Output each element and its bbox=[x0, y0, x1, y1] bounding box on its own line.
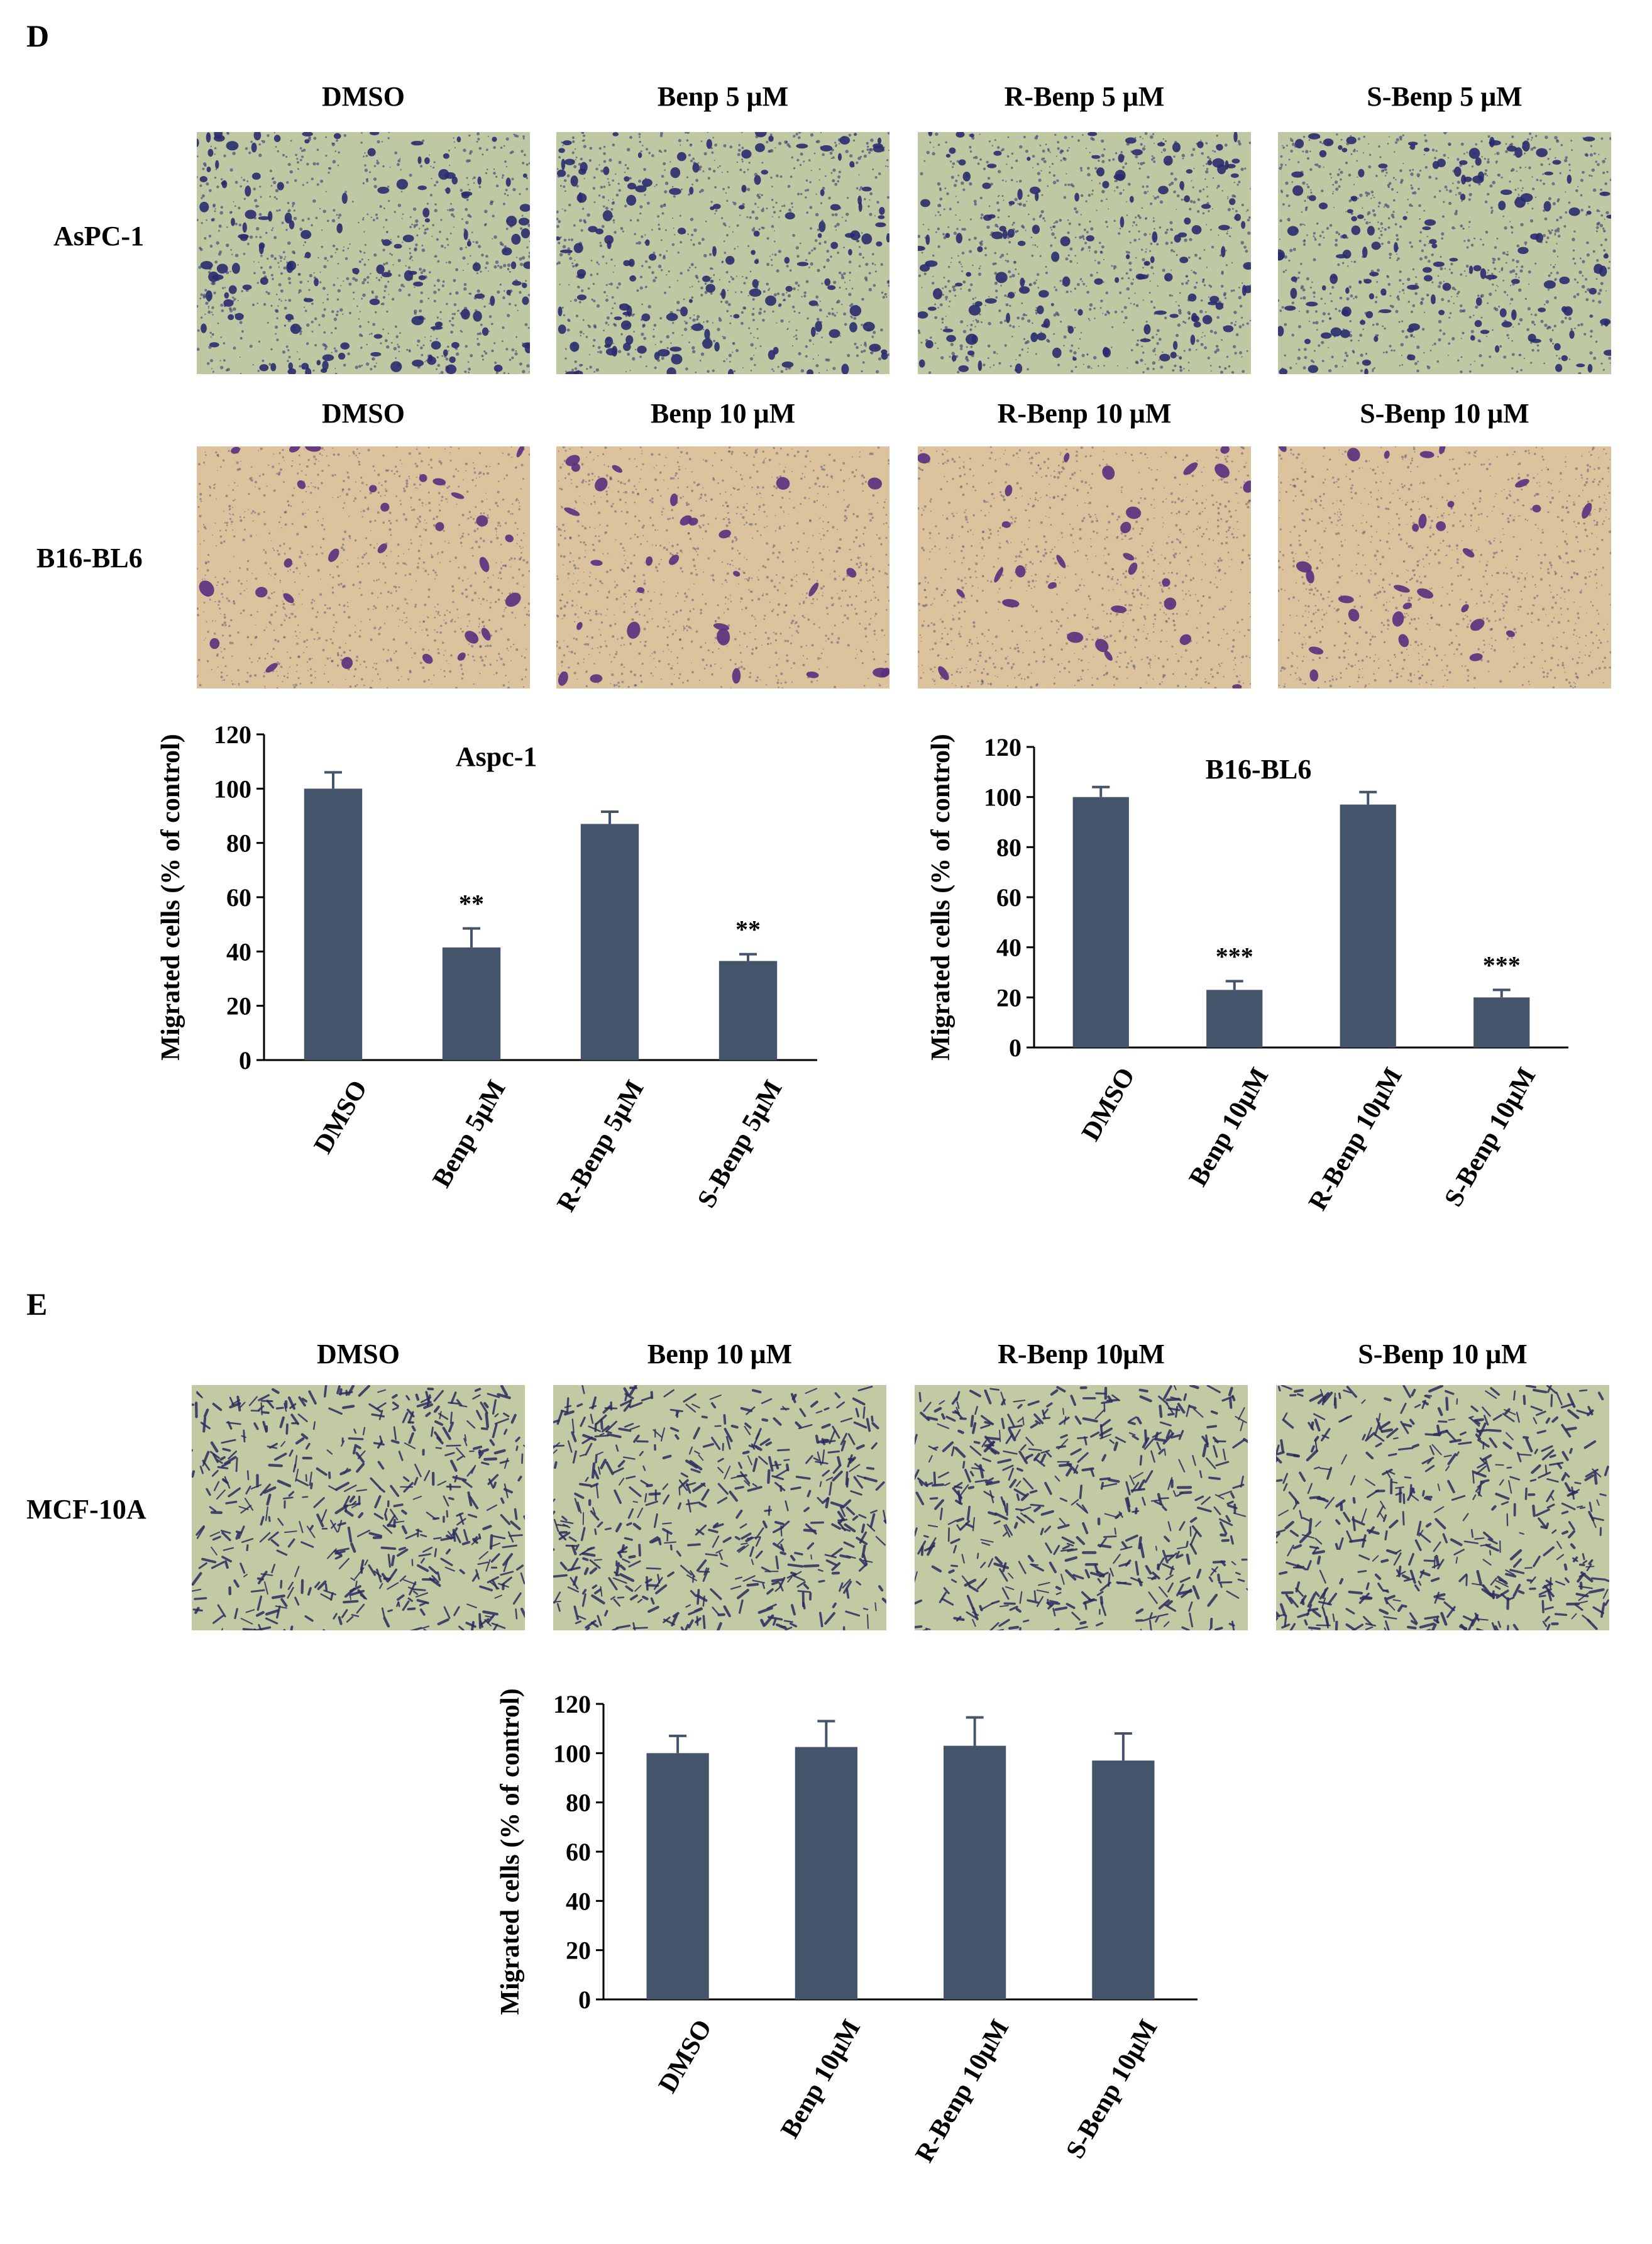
column-title-e-2: Benp 10 μM bbox=[647, 1339, 793, 1369]
x-category-label: S-Benp 10μM bbox=[1060, 2015, 1163, 2164]
x-category-label: DMSO bbox=[653, 2015, 718, 2098]
y-tick-label: 120 bbox=[214, 721, 251, 749]
y-tick-label: 80 bbox=[996, 833, 1021, 861]
bar bbox=[944, 1745, 1006, 1999]
micrograph-texture bbox=[556, 446, 889, 688]
micrograph-b16bl6-dmso bbox=[197, 446, 530, 688]
significance-label: ** bbox=[735, 915, 761, 944]
column-title-d1-3: R-Benp 5 μM bbox=[1004, 81, 1165, 112]
micrograph-texture bbox=[918, 132, 1251, 374]
panel-letter-e: E bbox=[26, 1286, 48, 1322]
y-axis-label: Migrated cells (% of control) bbox=[496, 1688, 525, 2015]
y-tick-label: 20 bbox=[566, 1937, 591, 1965]
significance-label: *** bbox=[1216, 942, 1253, 970]
micrograph-texture bbox=[197, 446, 530, 688]
y-tick-label: 60 bbox=[996, 883, 1021, 912]
column-title-d1-2: Benp 5 μM bbox=[657, 81, 789, 112]
micrograph-mcf10a-s-benp bbox=[1276, 1385, 1609, 1630]
significance-label: ** bbox=[459, 890, 484, 918]
x-category-label: R-Benp 10μM bbox=[910, 2015, 1015, 2167]
column-title-d2-1: DMSO bbox=[322, 398, 405, 429]
bar bbox=[646, 1753, 709, 1999]
significance-label: *** bbox=[1483, 951, 1521, 979]
bar bbox=[1206, 990, 1263, 1047]
micrograph-mcf10a-benp bbox=[553, 1385, 886, 1630]
y-axis-label: Migrated cells (% of control) bbox=[927, 734, 955, 1060]
micrograph-texture bbox=[918, 446, 1251, 688]
y-tick-label: 20 bbox=[996, 983, 1021, 1012]
micrograph-mcf10a-dmso bbox=[192, 1385, 525, 1630]
panel-letter-d: D bbox=[26, 18, 50, 53]
y-tick-label: 100 bbox=[984, 783, 1021, 812]
micrograph-texture bbox=[1278, 132, 1611, 374]
row-label-b16bl6: B16-BL6 bbox=[36, 543, 143, 573]
bar bbox=[1473, 997, 1530, 1047]
y-tick-label: 60 bbox=[226, 883, 251, 912]
chart-title: B16-BL6 bbox=[1206, 754, 1312, 785]
y-tick-label: 120 bbox=[553, 1690, 591, 1718]
micrograph-b16bl6-s-benp bbox=[1278, 446, 1611, 688]
x-category-label: Benp 10μM bbox=[775, 2015, 866, 2143]
y-tick-label: 120 bbox=[984, 733, 1021, 761]
micrograph-texture bbox=[197, 132, 530, 374]
y-tick-label: 100 bbox=[553, 1739, 591, 1767]
bar bbox=[442, 947, 501, 1060]
bar bbox=[795, 1747, 857, 1999]
bar bbox=[1092, 1760, 1155, 1999]
column-title-d1-1: DMSO bbox=[322, 81, 405, 112]
y-tick-label: 80 bbox=[226, 829, 251, 858]
micrograph-texture bbox=[192, 1385, 525, 1630]
micrograph-texture bbox=[553, 1385, 886, 1630]
y-tick-label: 80 bbox=[566, 1789, 591, 1817]
y-tick-label: 20 bbox=[226, 992, 251, 1020]
micrograph-b16bl6-benp bbox=[556, 446, 889, 688]
column-title-d2-2: Benp 10 μM bbox=[650, 398, 796, 429]
y-tick-label: 100 bbox=[214, 775, 251, 803]
bar bbox=[719, 961, 778, 1060]
micrograph-texture bbox=[1276, 1385, 1609, 1630]
micrograph-texture bbox=[556, 132, 889, 374]
y-tick-label: 0 bbox=[578, 1986, 591, 2014]
bar bbox=[1072, 797, 1129, 1047]
micrograph-texture bbox=[915, 1385, 1248, 1630]
micrograph-b16bl6-r-benp bbox=[918, 446, 1251, 688]
row-label-aspc1: AsPC-1 bbox=[53, 221, 145, 251]
bar bbox=[1340, 804, 1396, 1047]
micrograph-aspc1-r-benp bbox=[918, 132, 1251, 374]
bar bbox=[580, 824, 639, 1060]
y-tick-label: 40 bbox=[226, 937, 251, 966]
column-title-d2-3: R-Benp 10 μM bbox=[997, 398, 1172, 429]
row-label-mcf10a: MCF-10A bbox=[26, 1494, 146, 1525]
column-title-d2-4: S-Benp 10 μM bbox=[1360, 398, 1529, 429]
micrograph-aspc1-dmso bbox=[197, 132, 530, 374]
chart-title: Aspc-1 bbox=[456, 741, 537, 772]
y-axis-label: Migrated cells (% of control) bbox=[157, 734, 185, 1060]
column-title-e-3: R-Benp 10μM bbox=[998, 1339, 1165, 1369]
column-title-e-4: S-Benp 10 μM bbox=[1358, 1339, 1528, 1369]
bar bbox=[304, 788, 363, 1060]
y-tick-label: 0 bbox=[239, 1046, 251, 1075]
y-tick-label: 40 bbox=[566, 1887, 591, 1915]
micrograph-mcf10a-r-benp bbox=[915, 1385, 1248, 1630]
y-tick-label: 0 bbox=[1009, 1034, 1021, 1062]
column-title-d1-4: S-Benp 5 μM bbox=[1367, 81, 1523, 112]
micrograph-aspc1-s-benp bbox=[1278, 132, 1611, 374]
micrograph-texture bbox=[1278, 446, 1611, 688]
y-tick-label: 40 bbox=[996, 934, 1021, 962]
y-tick-label: 60 bbox=[566, 1838, 591, 1866]
micrograph-aspc1-benp bbox=[556, 132, 889, 374]
column-title-e-1: DMSO bbox=[317, 1339, 400, 1369]
